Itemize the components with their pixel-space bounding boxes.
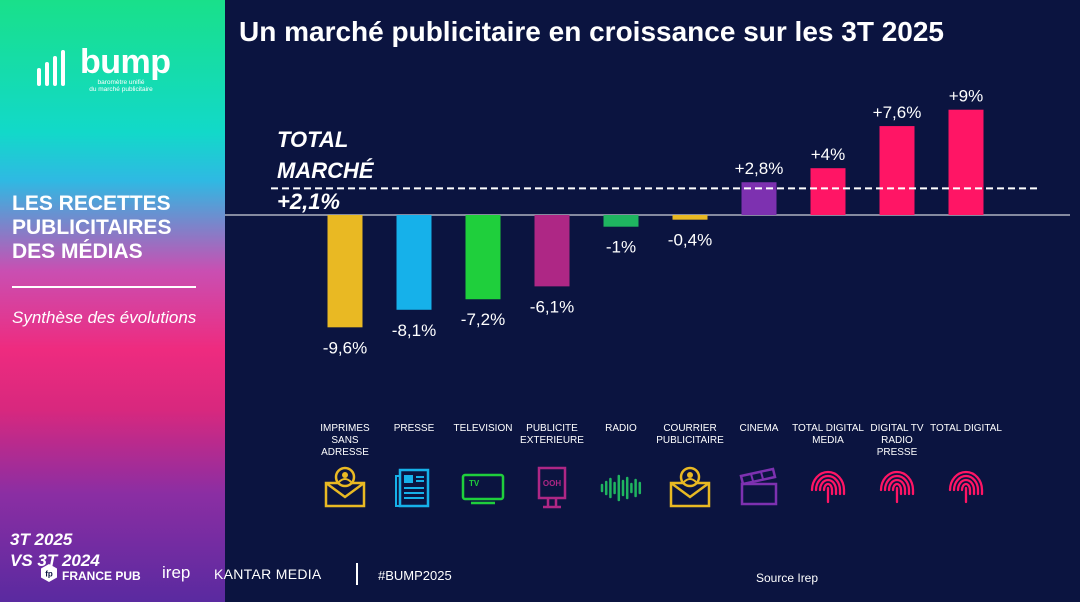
bar-8 <box>810 168 846 215</box>
category-label-3: TELEVISION <box>453 423 513 434</box>
category-label-7: CINEMA <box>739 423 779 434</box>
period-label: 3T 2025 VS 3T 2024 <box>10 529 100 571</box>
main-panel: Un marché publicitaire en croissance sur… <box>225 0 1080 602</box>
source-note: Source Irep <box>756 571 819 585</box>
logo-wordmark: bump <box>80 43 171 81</box>
category-label-1: IMPRIMES SANS ADRESSE <box>320 423 370 458</box>
value-label-9: +7,6% <box>873 103 922 122</box>
svg-text:TV: TV <box>469 479 480 488</box>
fingerprint-icon <box>944 466 988 510</box>
footer-divider <box>356 563 358 585</box>
category-label-9: DIGITAL TV RADIO PRESSE <box>870 423 924 458</box>
value-label-2: -8,1% <box>392 321 436 340</box>
envelope-person-icon <box>668 466 712 510</box>
value-label-4: -6,1% <box>530 297 574 316</box>
bar-2 <box>396 215 432 310</box>
value-label-5: -1% <box>606 238 636 257</box>
bar-4 <box>534 215 570 287</box>
newspaper-icon <box>392 466 436 510</box>
value-label-10: +9% <box>949 87 984 106</box>
fingerprint-icon <box>875 466 919 510</box>
footer: fp FRANCE PUB irep KANTAR MEDIA #BUMP202… <box>40 560 840 590</box>
section-divider <box>12 286 196 288</box>
bar-9 <box>879 126 915 215</box>
category-label-10: TOTAL DIGITAL <box>930 423 1002 434</box>
total-market-label-line2: MARCHÉ <box>277 158 375 183</box>
category-label-2: PRESSE <box>393 423 435 434</box>
bar-1 <box>327 215 363 328</box>
bar-6 <box>672 215 708 220</box>
value-label-8: +4% <box>811 145 846 164</box>
bar-10 <box>948 109 984 215</box>
bump-logo: bump baromètre unifié du marché publicit… <box>36 44 186 96</box>
france-pub-logo-icon: fp <box>41 564 57 582</box>
svg-text:fp: fp <box>45 570 53 579</box>
category-label-4: PUBLICITE EXTERIEURE <box>520 423 584 446</box>
clapperboard-icon <box>737 466 781 510</box>
partner-irep: irep <box>162 563 191 582</box>
partner-kantar-media: KANTAR MEDIA <box>214 566 322 582</box>
bar-chart: -9,6% -8,1% -7,2% -6,1% -1% -0,4% +2,8% +4% +7,6… <box>225 87 1070 357</box>
value-label-1: -9,6% <box>323 338 367 357</box>
fingerprint-icon <box>806 466 850 510</box>
hashtag: #BUMP2025 <box>378 568 452 583</box>
bar-3 <box>465 215 501 300</box>
envelope-person-icon <box>323 466 367 510</box>
svg-text:OOH: OOH <box>543 479 561 488</box>
value-label-6: -0,4% <box>668 231 712 250</box>
bars-logo-icon <box>37 50 65 86</box>
left-panel: bump baromètre unifié du marché publicit… <box>0 0 225 602</box>
billboard-ooh-icon: OOH <box>530 466 574 510</box>
partner-france-pub: FRANCE PUB <box>62 569 141 583</box>
total-market-label-line3: +2,1% <box>277 189 340 214</box>
section-title: LES RECETTES PUBLICITAIRES DES MÉDIAS <box>12 192 172 263</box>
logo-tagline: baromètre unifié du marché publicitaire <box>86 79 156 93</box>
category-label-8: TOTAL DIGITAL MEDIA <box>792 423 864 446</box>
tv-icon: TV <box>461 466 505 510</box>
soundwave-icon <box>599 466 643 510</box>
category-label-5: RADIO <box>605 423 637 434</box>
period-line2: VS 3T 2024 <box>10 551 100 570</box>
value-label-7: +2,8% <box>735 159 784 178</box>
bar-7 <box>741 182 777 215</box>
value-label-3: -7,2% <box>461 310 505 329</box>
logo-tagline-line1: baromètre unifié <box>97 79 145 86</box>
page-title: Un marché publicitaire en croissance sur… <box>239 16 944 47</box>
period-line1: 3T 2025 <box>10 530 73 549</box>
category-label-6: COURRIER PUBLICITAIRE <box>656 423 724 446</box>
bar-5 <box>603 215 639 227</box>
total-market-label-line1: TOTAL <box>277 127 348 152</box>
section-subtitle: Synthèse des évolutions <box>12 308 197 327</box>
logo-tagline-line2: du marché publicitaire <box>89 86 153 93</box>
